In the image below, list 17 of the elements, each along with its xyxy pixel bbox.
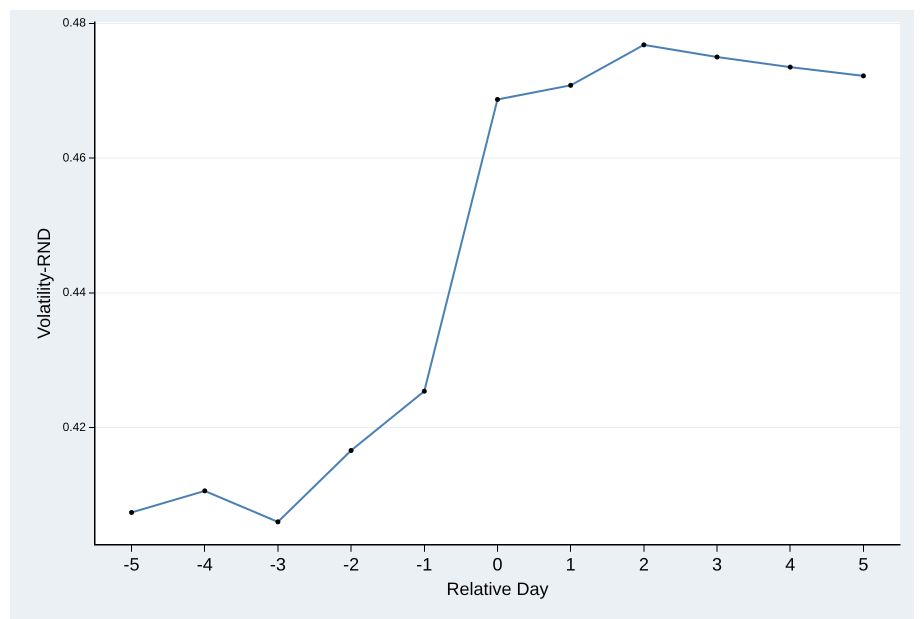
y-tick-label: 0.44 [62, 285, 86, 300]
y-tick-label: 0.48 [62, 16, 86, 30]
x-tick-label: -4 [196, 554, 213, 575]
x-tick-label: 2 [638, 554, 649, 575]
x-tick-label: -2 [343, 554, 360, 575]
y-tick-label: 0.42 [62, 420, 86, 434]
y-tick-label: 0.46 [62, 150, 86, 164]
x-tick-label: 3 [712, 554, 722, 575]
x-tick-label: 0 [492, 554, 502, 575]
x-tick-label: 4 [785, 554, 796, 575]
y-axis-title: Volatility-RND [34, 228, 54, 339]
x-axis-title: Relative Day [446, 579, 548, 600]
x-tick-label: -3 [270, 554, 286, 575]
x-tick-label: 5 [858, 554, 868, 575]
x-tick-label: -1 [416, 554, 432, 575]
x-tick-label: -5 [124, 554, 140, 575]
x-tick-label: 1 [566, 554, 576, 575]
